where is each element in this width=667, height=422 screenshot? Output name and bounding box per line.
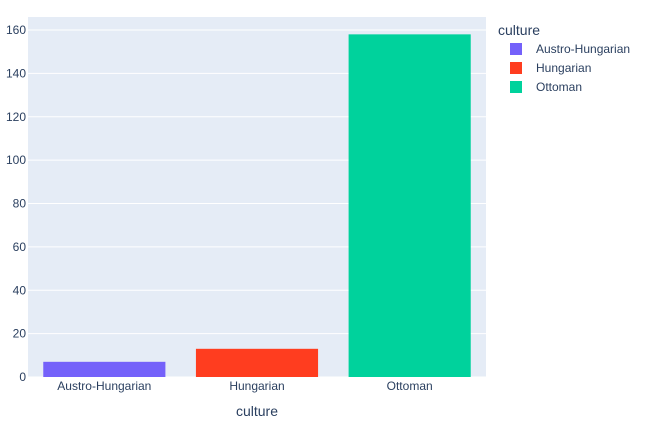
legend-swatch bbox=[510, 62, 522, 74]
legend-items: Austro-Hungarian Hungarian Ottoman bbox=[510, 42, 630, 94]
bar-austro-hungarian[interactable] bbox=[43, 361, 166, 377]
legend-item-ottoman[interactable]: Ottoman bbox=[510, 80, 582, 94]
legend-label: Austro-Hungarian bbox=[536, 42, 630, 56]
y-tick-label: 60 bbox=[13, 240, 27, 254]
y-tick-label: 20 bbox=[13, 327, 27, 341]
legend-swatch bbox=[510, 81, 522, 93]
y-tick-label: 40 bbox=[13, 283, 27, 297]
x-axis-ticks: Austro-Hungarian Hungarian Ottoman bbox=[57, 379, 432, 393]
bar-ottoman[interactable] bbox=[348, 34, 471, 377]
bar-hungarian[interactable] bbox=[195, 348, 319, 377]
legend-item-austro-hungarian[interactable]: Austro-Hungarian bbox=[510, 42, 630, 56]
bars bbox=[43, 34, 471, 377]
x-tick-label: Hungarian bbox=[229, 379, 284, 393]
x-axis-title: culture bbox=[236, 403, 278, 419]
y-tick-label: 140 bbox=[6, 66, 26, 80]
y-tick-label: 160 bbox=[6, 23, 26, 37]
legend-swatch bbox=[510, 43, 522, 55]
legend-title: culture bbox=[498, 22, 540, 38]
y-tick-label: 80 bbox=[13, 197, 27, 211]
y-tick-label: 100 bbox=[6, 153, 26, 167]
x-tick-label: Austro-Hungarian bbox=[57, 379, 151, 393]
y-axis-ticks: 0 20 40 60 80 100 120 140 160 bbox=[6, 23, 26, 384]
y-tick-label: 120 bbox=[6, 110, 26, 124]
legend-label: Ottoman bbox=[536, 80, 582, 94]
y-tick-label: 0 bbox=[19, 370, 26, 384]
x-tick-label: Ottoman bbox=[387, 379, 433, 393]
legend-item-hungarian[interactable]: Hungarian bbox=[510, 61, 591, 75]
legend-label: Hungarian bbox=[536, 61, 591, 75]
legend: culture Austro-Hungarian Hungarian Ottoman bbox=[498, 22, 630, 94]
